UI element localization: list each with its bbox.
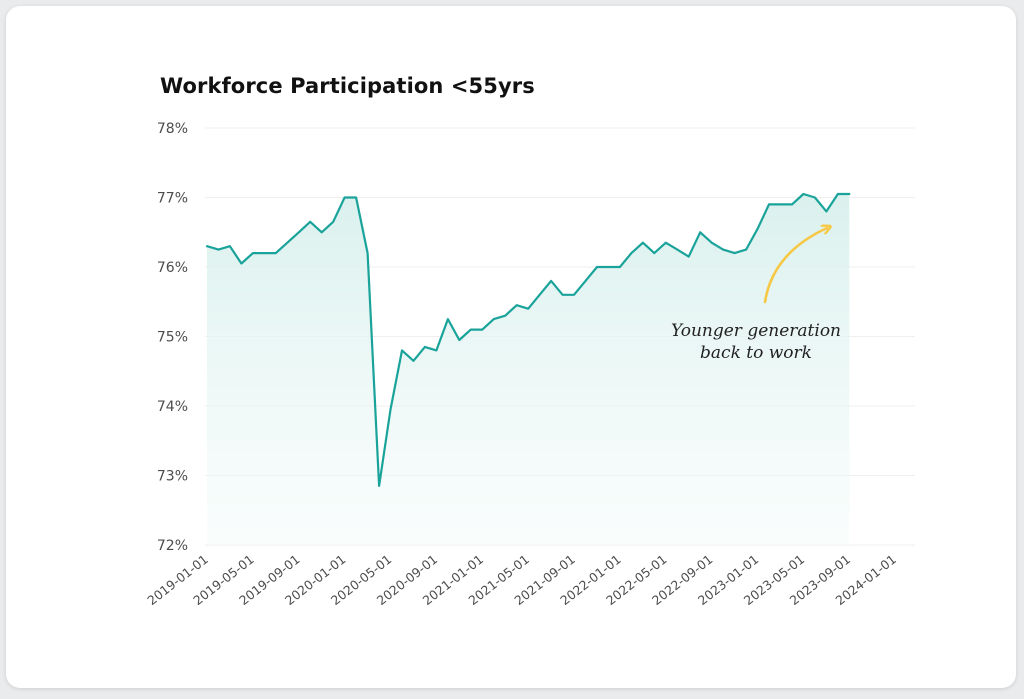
chart-title: Workforce Participation <55yrs	[160, 74, 535, 98]
y-tick-label: 78%	[157, 121, 188, 137]
annotation: Younger generation back to work	[671, 228, 841, 363]
annotation-line-1: Younger generation	[671, 321, 841, 341]
annotation-arrow	[763, 228, 827, 304]
y-tick-label: 73%	[157, 469, 188, 485]
y-tick-label: 76%	[157, 260, 188, 276]
x-axis: 2019-01-012019-05-012019-09-012020-01-01…	[144, 552, 899, 609]
y-axis: 72% 73% 74% 75% 76% 77% 78%	[157, 121, 188, 554]
area-path	[207, 194, 850, 545]
line-path	[205, 192, 851, 487]
y-tick-label: 72%	[157, 538, 188, 554]
y-tick-label: 74%	[157, 399, 188, 415]
y-tick-label: 77%	[157, 191, 188, 207]
area-fill	[207, 194, 850, 545]
y-tick-label: 75%	[157, 330, 188, 346]
annotation-line-2: back to work	[700, 343, 812, 363]
series-line	[205, 192, 851, 487]
